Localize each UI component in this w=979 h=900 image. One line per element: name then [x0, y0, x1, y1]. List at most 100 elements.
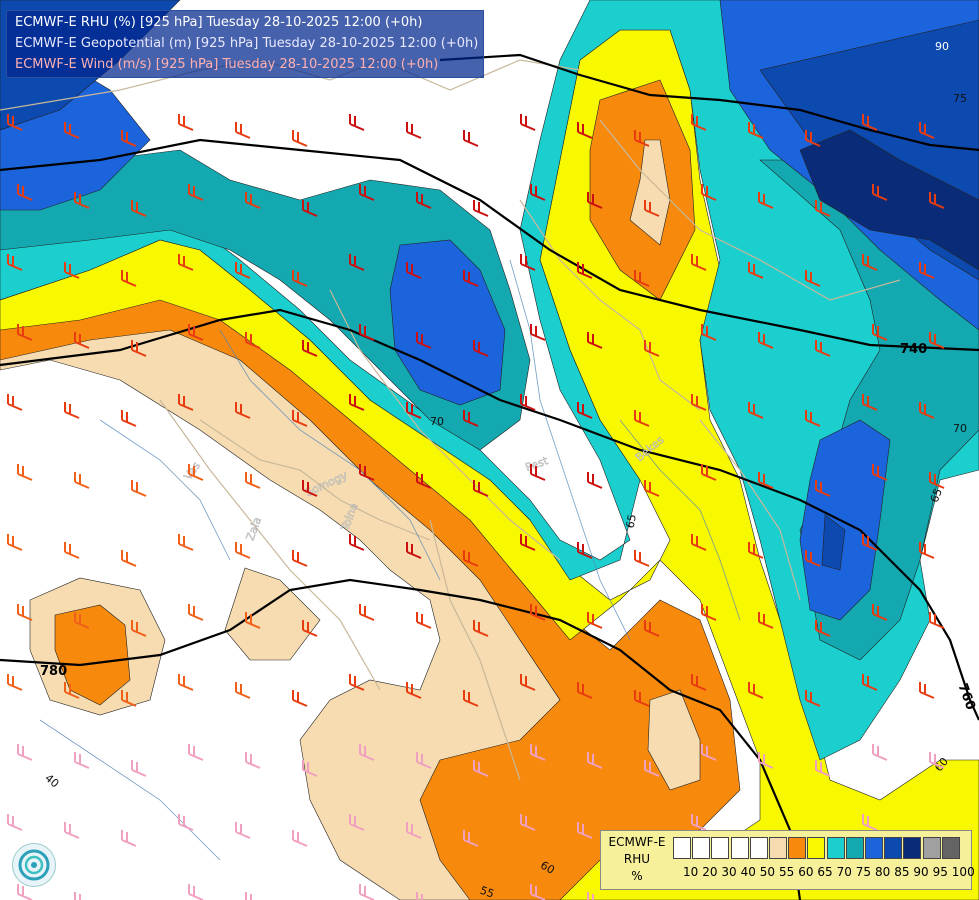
wind-barb — [577, 682, 593, 699]
wind-barb — [235, 822, 251, 839]
wind-barb — [691, 674, 707, 691]
wind-barb — [178, 394, 194, 411]
wind-barb — [758, 472, 774, 489]
wind-barb — [245, 472, 261, 489]
map-rivers — [39, 259, 741, 861]
wind-barb — [235, 682, 251, 699]
wind-barb — [416, 332, 432, 349]
legend-tick-label: 95 — [932, 865, 948, 879]
wind-barb — [929, 612, 945, 629]
legend-header-model: ECMWF-E — [608, 835, 666, 849]
legend-swatch — [922, 837, 941, 859]
wind-barb — [929, 752, 945, 769]
wind-barb — [349, 674, 365, 691]
wind-barb — [815, 480, 831, 497]
wind-barb — [872, 464, 888, 481]
wind-barb — [121, 410, 137, 427]
wind-barb — [929, 472, 945, 489]
wind-barb — [292, 690, 308, 707]
wind-barb — [862, 254, 878, 271]
title-rhu: ECMWF-E RHU (%) [925 hPa] Tuesday 28-10-… — [15, 15, 423, 30]
wind-barb — [587, 892, 594, 900]
wind-barb — [131, 480, 147, 497]
wind-barb — [74, 472, 90, 489]
wind-barb — [577, 122, 593, 139]
wind-barb — [349, 254, 365, 271]
legend-swatch — [845, 837, 864, 859]
wind-barb — [520, 674, 536, 691]
rhu-zone-70 — [0, 0, 979, 761]
wind-barb — [64, 122, 80, 139]
wind-barb — [245, 752, 261, 769]
wind-barb — [406, 262, 422, 279]
wind-barb — [872, 604, 888, 621]
wind-barbs — [7, 114, 945, 900]
wind-barb — [473, 760, 489, 777]
wind-barb — [758, 192, 774, 209]
legend-tick-label: 20 — [702, 865, 718, 879]
wind-barb — [292, 270, 308, 287]
wind-barb — [463, 270, 479, 287]
wind-barb — [74, 752, 90, 769]
wind-barb — [919, 122, 935, 139]
wind-barb — [644, 620, 660, 637]
legend-swatch — [865, 837, 883, 859]
rhu-label-90: 90 — [935, 40, 949, 53]
rhu-zone-80-center — [389, 239, 506, 406]
wind-barb — [701, 324, 717, 341]
wind-barb — [691, 114, 707, 131]
wind-barb — [131, 200, 147, 217]
legend-swatch — [749, 837, 768, 859]
wind-barb — [644, 480, 660, 497]
legend-tick-label: 75 — [855, 865, 872, 879]
legend-swatch — [788, 837, 807, 859]
legend-tick-label: 10 — [683, 865, 699, 879]
wind-barb — [520, 814, 536, 831]
wind-barb — [520, 534, 536, 551]
wind-barb — [188, 184, 204, 201]
wind-barb — [919, 682, 935, 699]
rhu-zone-75 — [0, 149, 531, 451]
wind-barb — [815, 340, 831, 357]
wind-barb — [188, 324, 204, 341]
wind-barb — [131, 620, 147, 637]
wind-barb — [302, 200, 318, 217]
rhu-label-70-east: 70 — [953, 422, 967, 435]
wind-barb — [577, 262, 593, 279]
wind-barb — [7, 114, 23, 131]
wind-barb — [929, 192, 945, 209]
wind-barb — [7, 254, 23, 271]
map-borders — [0, 59, 901, 781]
wind-barb — [121, 270, 137, 287]
wind-barb — [758, 332, 774, 349]
legend-swatch — [941, 837, 960, 859]
legend-tick-label: 55 — [779, 865, 795, 879]
wind-barb — [64, 262, 80, 279]
wind-barb — [235, 542, 251, 559]
wind-barb — [188, 464, 204, 481]
wind-barb — [644, 340, 660, 357]
wind-barb — [862, 394, 878, 411]
rhu-zone-90 — [799, 129, 979, 271]
wind-barb — [188, 744, 204, 761]
wind-barb — [473, 620, 489, 637]
wind-barb — [530, 464, 546, 481]
wind-barb — [406, 402, 422, 419]
geopotential-label-740: 740 — [900, 342, 927, 357]
wind-barb — [701, 604, 717, 621]
geopotential-label-780: 780 — [40, 664, 67, 679]
wind-barb — [17, 884, 33, 900]
wind-barb — [302, 340, 318, 357]
wind-barb — [188, 884, 204, 900]
wind-barb — [862, 674, 878, 691]
rhu-island-north-beige — [629, 139, 671, 246]
wind-barb — [644, 760, 660, 777]
wind-barb — [463, 550, 479, 567]
wind-barb — [463, 130, 479, 147]
wind-barb — [748, 682, 764, 699]
legend-swatch — [769, 837, 787, 859]
wind-barb — [235, 122, 251, 139]
legend-tick-label: 70 — [836, 865, 852, 879]
wind-barb — [416, 192, 432, 209]
wind-barb — [17, 744, 33, 761]
